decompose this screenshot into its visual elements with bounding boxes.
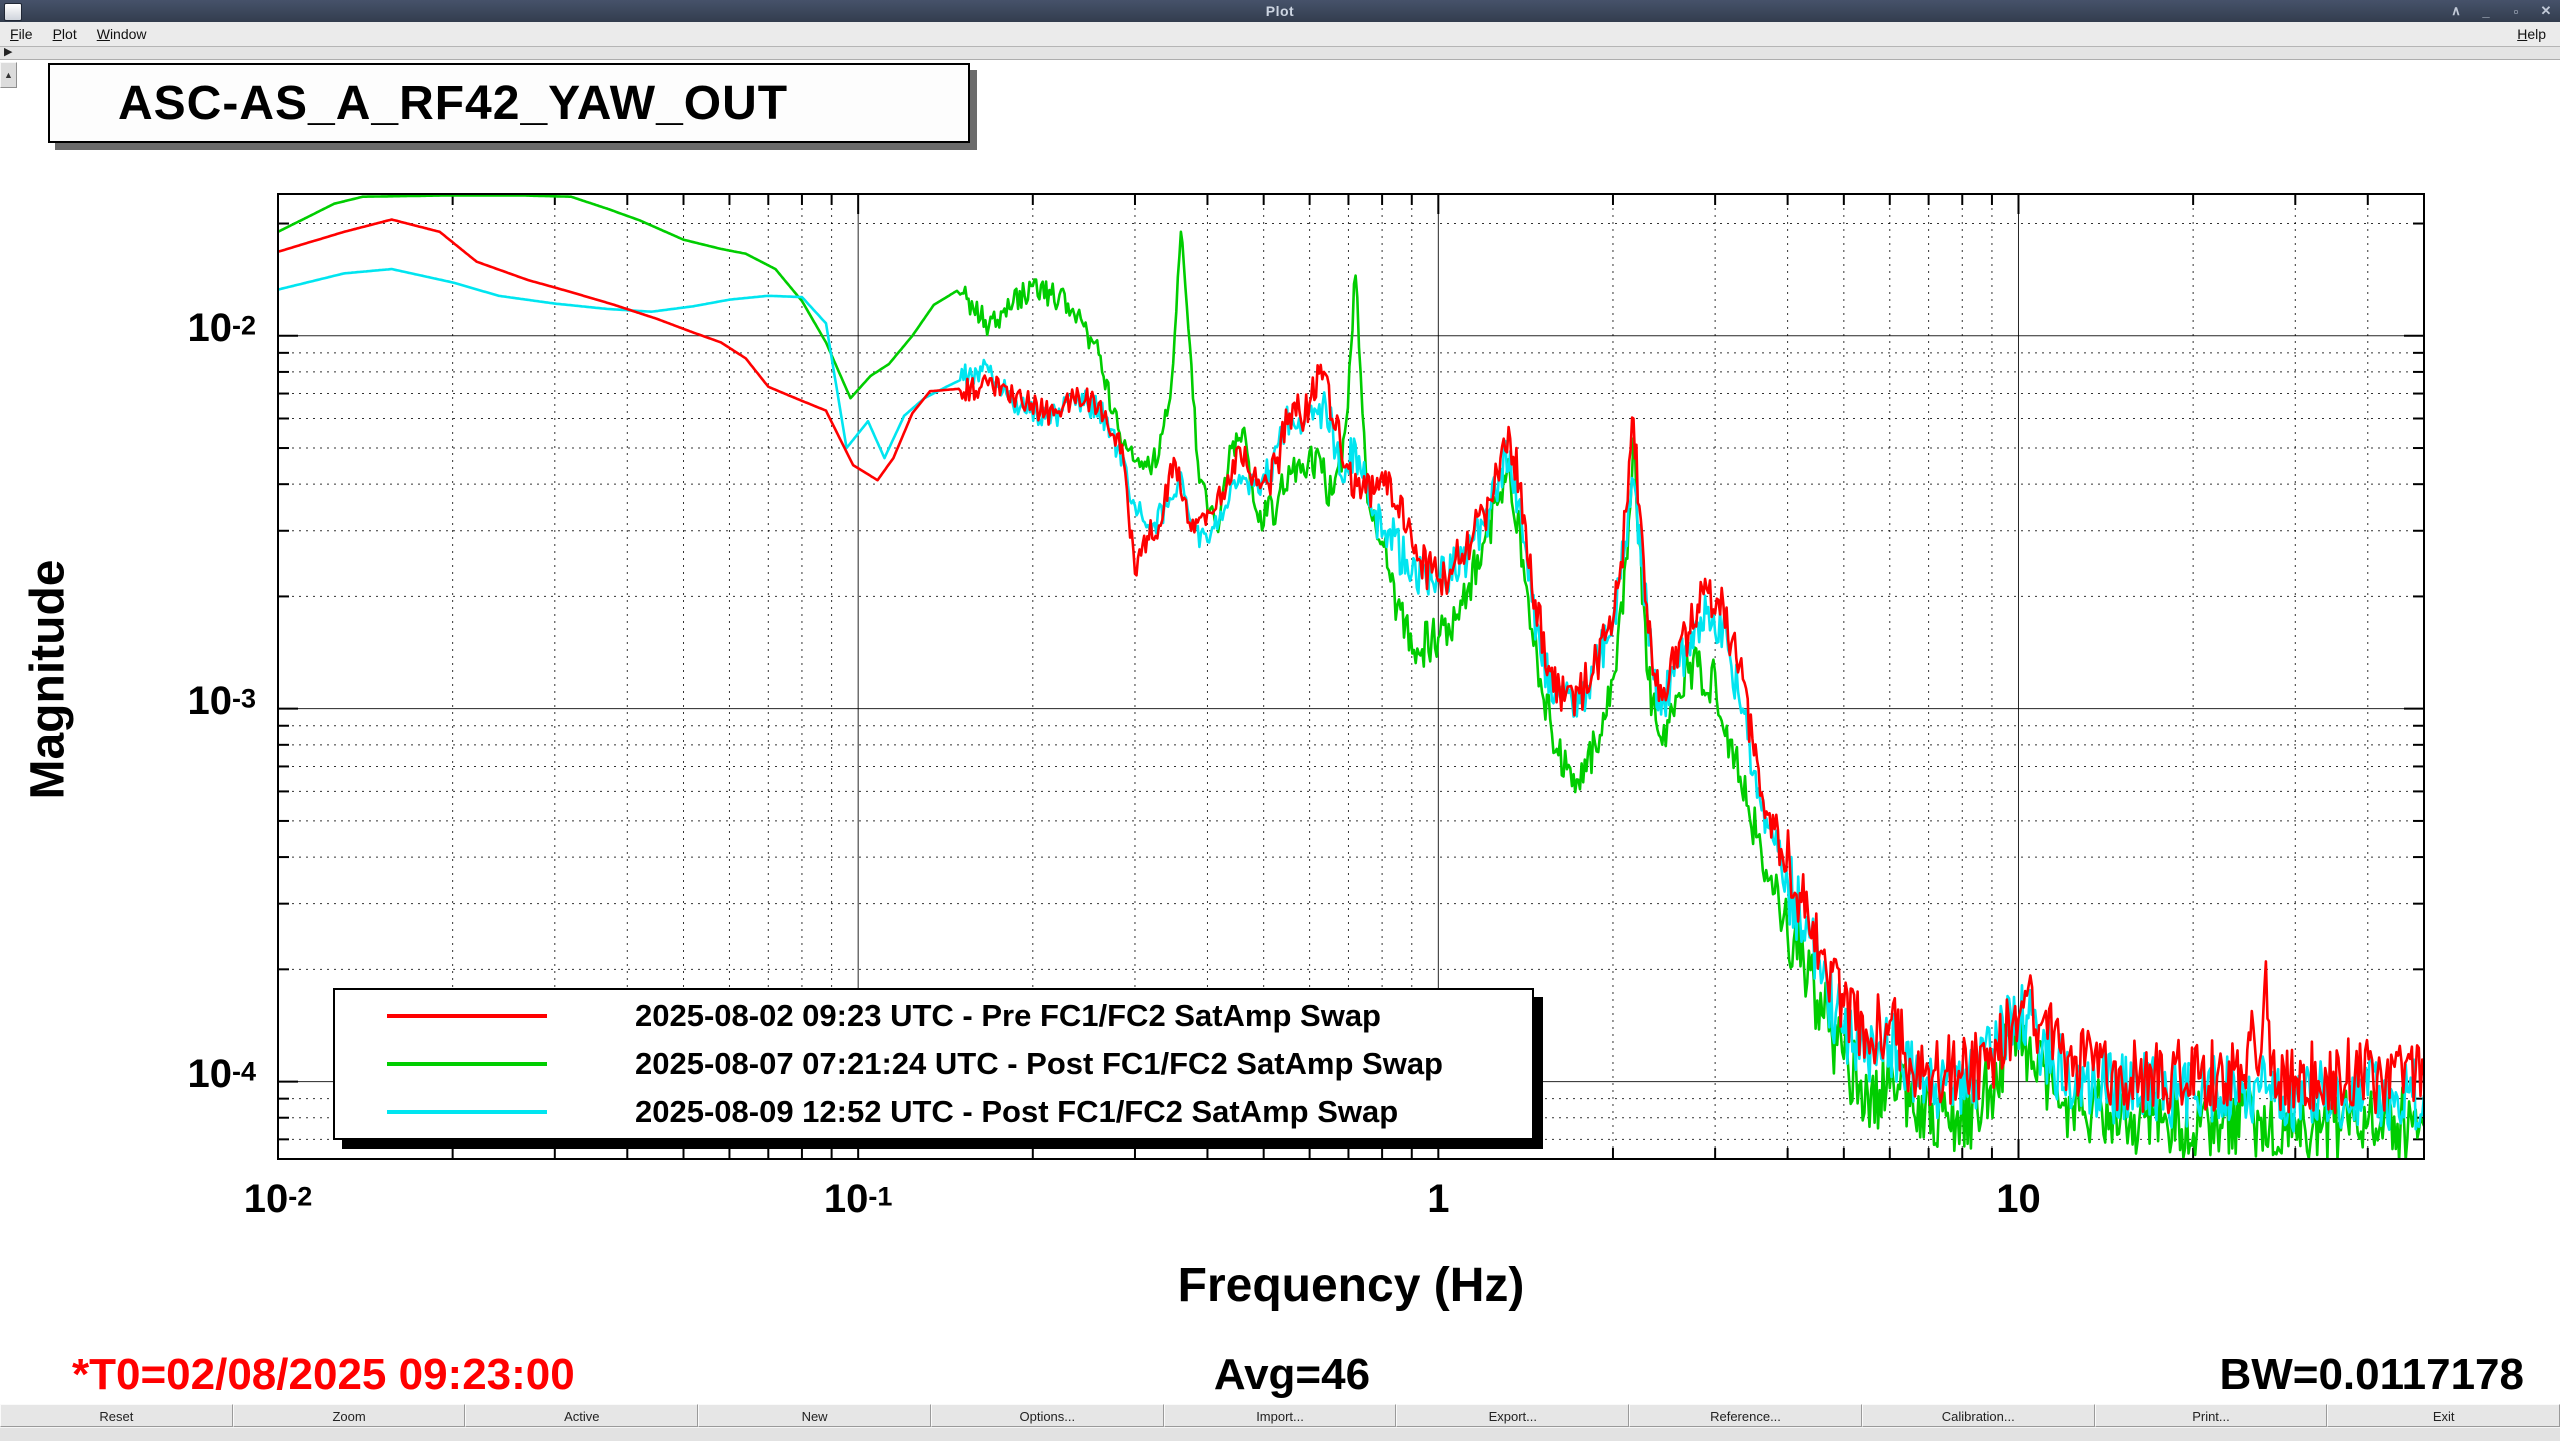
plot-title-box: ASC-AS_A_RF42_YAW_OUT [48, 63, 970, 143]
toolbar-button-reference[interactable]: Reference... [1629, 1404, 1862, 1427]
toolbar-button-print[interactable]: Print... [2094, 1404, 2328, 1427]
x-tick-label: 10-2 [243, 1177, 313, 1221]
window-titlebar[interactable]: Plot ∧ _ ▫ ✕ [0, 0, 2560, 22]
window-controls: ∧ _ ▫ ✕ [2448, 0, 2554, 22]
toolbar-button-new[interactable]: New [698, 1404, 931, 1427]
status-strip [0, 1427, 2560, 1441]
shade-button[interactable]: ∧ [2451, 3, 2461, 18]
y-tick-label: 10-3 [187, 678, 256, 723]
y-axis-title: Magnitude [21, 559, 75, 800]
menu-help[interactable]: Help [2517, 26, 2546, 42]
toolbar-button-reset[interactable]: Reset [0, 1404, 233, 1427]
menu-items-right: Help [2507, 22, 2556, 46]
menu-window[interactable]: Window [96, 26, 147, 42]
menu-bar: File Plot Window Help [0, 22, 2560, 47]
legend-swatch-line [387, 1062, 547, 1066]
menu-file[interactable]: File [10, 26, 33, 42]
toolbar-button-exit[interactable]: Exit [2327, 1404, 2560, 1427]
menu-items: File Plot Window [0, 22, 157, 46]
y-tick-label: 10-2 [187, 305, 256, 350]
window-icon [4, 3, 22, 21]
t0-timestamp: *T0=02/08/2025 09:23:00 [72, 1350, 575, 1399]
close-button[interactable]: ✕ [2540, 3, 2552, 18]
trace-series-2 [278, 267, 2424, 1133]
x-axis-title: Frequency (Hz) [1177, 1259, 1525, 1312]
trace-series-0 [278, 218, 2424, 1115]
menu-plot[interactable]: Plot [52, 26, 77, 42]
scroll-up-icon[interactable]: ▲ [0, 62, 17, 88]
bottom-toolbar: Reset Zoom Active New Options... Import... Exp… [0, 1404, 2560, 1427]
x-tick-label: 1 [1427, 1177, 1450, 1221]
legend-label: 2025-08-02 09:23 UTC - Pre FC1/FC2 SatAm… [635, 998, 1381, 1033]
toolbar-button-calibration[interactable]: Calibration... [1861, 1404, 2095, 1427]
averages-count: Avg=46 [1213, 1350, 1371, 1399]
legend-label: 2025-08-07 07:21:24 UTC - Post FC1/FC2 S… [635, 1046, 1443, 1081]
legend-swatch-line [387, 1110, 547, 1114]
minimize-button[interactable]: _ [2482, 3, 2490, 19]
x-tick-label: 10-1 [823, 1177, 893, 1221]
legend-box: 2025-08-02 09:23 UTC - Pre FC1/FC2 SatAm… [333, 988, 1534, 1140]
legend-swatch-line [387, 1014, 547, 1018]
legend-item: 2025-08-07 07:21:24 UTC - Post FC1/FC2 S… [335, 1042, 1532, 1086]
y-tick-label: 10-4 [187, 1051, 256, 1096]
trace-series-1 [278, 194, 2424, 1159]
top-strip [0, 47, 2560, 60]
plot-title: ASC-AS_A_RF42_YAW_OUT [118, 76, 789, 130]
legend-item: 2025-08-02 09:23 UTC - Pre FC1/FC2 SatAm… [335, 994, 1532, 1038]
toolbar-button-export[interactable]: Export... [1396, 1404, 1630, 1427]
toolbar-button-options[interactable]: Options... [930, 1404, 1164, 1427]
maximize-button[interactable]: ▫ [2513, 3, 2519, 19]
legend-label: 2025-08-09 12:52 UTC - Post FC1/FC2 SatA… [635, 1094, 1399, 1129]
x-tick-label: 10 [1996, 1177, 2041, 1221]
bandwidth-value: BW=0.0117178 [2219, 1350, 2524, 1399]
legend-item: 2025-08-09 12:52 UTC - Post FC1/FC2 SatA… [335, 1090, 1532, 1134]
window-title: Plot [1265, 3, 1295, 19]
toolbar-button-active[interactable]: Active [465, 1404, 699, 1427]
toolbar-button-import[interactable]: Import... [1163, 1404, 1397, 1427]
panel-expand-icon[interactable]: ▶ [4, 46, 13, 58]
plot-frame [277, 193, 2425, 1160]
toolbar-button-zoom[interactable]: Zoom [232, 1404, 466, 1427]
